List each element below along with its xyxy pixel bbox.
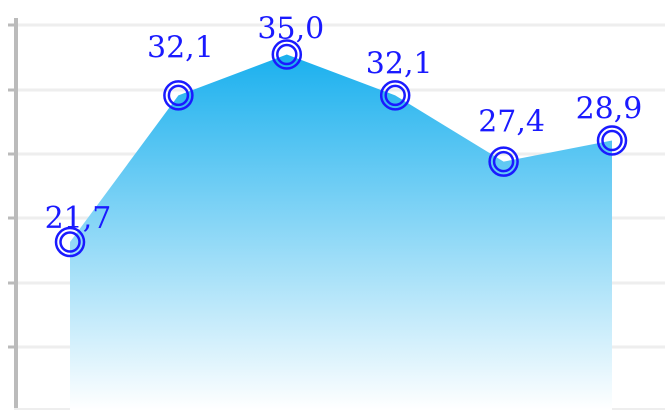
data-label: 32,1 — [147, 30, 214, 65]
data-point-marker — [488, 146, 519, 177]
data-labels: 21,7 32,1 35,0 32,1 27,4 28,9 — [45, 12, 643, 237]
data-label: 35,0 — [257, 12, 324, 47]
area-series — [70, 54, 612, 410]
data-label: 28,9 — [576, 92, 643, 127]
data-point-marker — [54, 226, 86, 258]
data-point-marker — [596, 125, 628, 156]
data-point-marker — [379, 80, 411, 111]
data-label: 21,7 — [45, 201, 112, 236]
data-points — [54, 39, 628, 258]
data-point-marker — [271, 39, 303, 70]
data-label: 32,1 — [366, 46, 433, 81]
data-label: 27,4 — [478, 105, 545, 140]
data-point-marker — [163, 80, 194, 111]
